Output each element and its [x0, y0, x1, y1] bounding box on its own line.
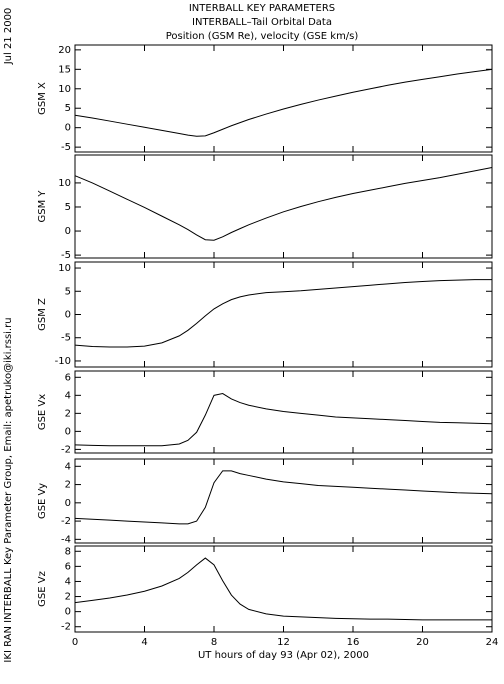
y-tick-label: -5	[61, 250, 71, 261]
y-axis-label: GSM Y	[37, 190, 48, 223]
y-tick-label: 0	[65, 226, 71, 237]
y-tick-label: 8	[65, 546, 71, 557]
data-line	[74, 392, 493, 447]
units: Position (GSM Re), velocity (GSE km/s)	[166, 31, 359, 42]
y-tick-label: -2	[61, 516, 71, 527]
y-tick-label: 2	[65, 592, 71, 603]
y-tick-label: 15	[58, 64, 71, 75]
y-tick-label: 4	[65, 576, 71, 587]
data-line	[74, 470, 493, 525]
data-line	[74, 68, 493, 137]
y-tick-label: 5	[65, 202, 71, 213]
y-tick-label: -10	[55, 356, 71, 367]
y-tick-label: 6	[65, 561, 71, 572]
date: Jul 21 2000	[3, 8, 14, 66]
x-tick-label: 4	[141, 637, 147, 648]
y-tick-label: 5	[65, 103, 71, 114]
y-tick-label: 0	[65, 310, 71, 321]
y-tick-label: 10	[58, 84, 71, 95]
x-tick-label: 16	[347, 637, 360, 648]
x-axis-label: UT hours of day 93 (Apr 02), 2000	[198, 650, 369, 661]
x-tick-label: 12	[277, 637, 290, 648]
y-tick-label: -5	[61, 333, 71, 344]
y-tick-label: -2	[61, 444, 71, 455]
y-axis-label: GSE Vx	[37, 394, 48, 430]
data-line	[74, 557, 492, 621]
y-tick-label: 4	[65, 461, 71, 472]
y-tick-label: 2	[65, 480, 71, 491]
x-tick-label: 0	[72, 637, 78, 648]
x-tick-label: 20	[416, 637, 429, 648]
y-tick-label: 10	[58, 178, 71, 189]
x-tick-label: 24	[486, 637, 499, 648]
y-tick-label: 0	[65, 607, 71, 618]
y-tick-label: 20	[58, 45, 71, 56]
y-tick-label: 0	[65, 123, 71, 134]
data-line	[74, 167, 493, 241]
y-tick-label: 2	[65, 408, 71, 419]
y-tick-label: 0	[65, 426, 71, 437]
y-tick-label: 4	[65, 390, 71, 401]
y-axis-label: GSE Vz	[37, 571, 48, 607]
y-tick-label: -5	[61, 142, 71, 153]
y-axis-label: GSM X	[37, 82, 48, 115]
y-tick-label: 5	[65, 286, 71, 297]
y-tick-label: 6	[65, 372, 71, 383]
x-tick-label: 8	[211, 637, 217, 648]
y-tick-label: -2	[61, 622, 71, 633]
y-tick-label: 0	[65, 498, 71, 509]
y-tick-label: 10	[58, 263, 71, 274]
data-line	[74, 279, 492, 348]
title: INTERBALL KEY PARAMETERS	[189, 3, 335, 14]
subtitle: INTERBALL–Tail Orbital Data	[192, 17, 332, 28]
y-tick-label: -4	[61, 534, 71, 545]
credit: IKI RAN INTERBALL Key Parameter Group, E…	[3, 317, 14, 662]
y-axis-label: GSM Z	[37, 298, 48, 331]
y-axis-label: GSE Vy	[37, 483, 48, 519]
